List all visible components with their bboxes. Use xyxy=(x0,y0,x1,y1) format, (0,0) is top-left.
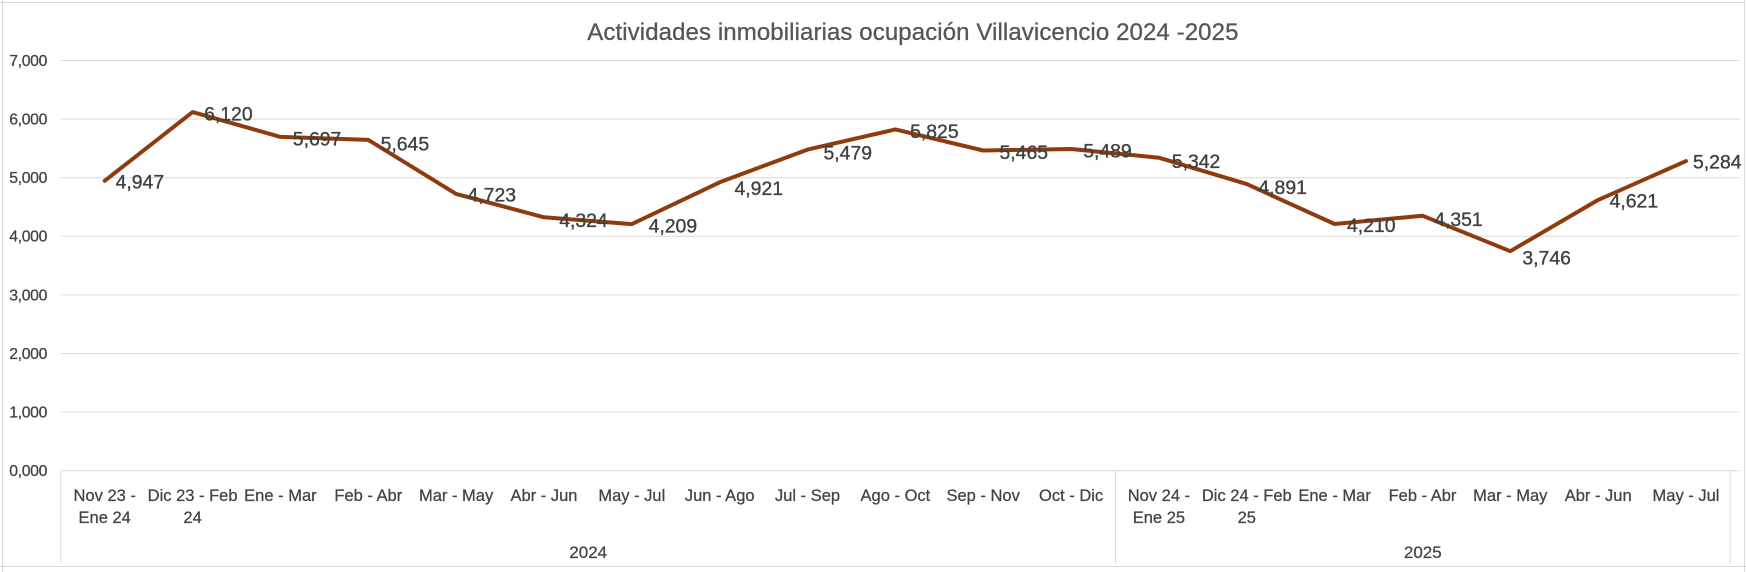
svg-text:4,351: 4,351 xyxy=(1434,209,1483,231)
svg-text:4,000: 4,000 xyxy=(9,229,47,246)
svg-text:25: 25 xyxy=(1238,509,1256,527)
svg-text:Actividades inmobiliarias ocup: Actividades inmobiliarias ocupación Vill… xyxy=(587,19,1238,46)
svg-text:3,746: 3,746 xyxy=(1522,247,1571,269)
svg-text:2,000: 2,000 xyxy=(9,346,47,363)
svg-text:Ene - Mar: Ene - Mar xyxy=(1298,487,1371,505)
svg-text:4,209: 4,209 xyxy=(649,215,698,237)
svg-text:5,465: 5,465 xyxy=(1000,142,1049,164)
svg-text:Mar - May: Mar - May xyxy=(419,487,494,505)
svg-text:May - Jul: May - Jul xyxy=(1653,487,1720,505)
svg-text:Ene 25: Ene 25 xyxy=(1133,509,1185,527)
svg-text:5,489: 5,489 xyxy=(1083,141,1132,163)
svg-text:5,825: 5,825 xyxy=(910,121,959,143)
svg-text:Ene 24: Ene 24 xyxy=(79,509,131,527)
svg-text:4,324: 4,324 xyxy=(559,210,608,232)
svg-text:Dic 23 - Feb: Dic 23 - Feb xyxy=(148,487,238,505)
svg-text:Oct - Dic: Oct - Dic xyxy=(1039,487,1103,505)
svg-text:6,000: 6,000 xyxy=(9,112,47,129)
svg-text:Abr - Jun: Abr - Jun xyxy=(511,487,578,505)
svg-text:Ene - Mar: Ene - Mar xyxy=(244,487,317,505)
svg-text:Mar - May: Mar - May xyxy=(1473,487,1548,505)
svg-text:Abr - Jun: Abr - Jun xyxy=(1565,487,1632,505)
svg-text:5,342: 5,342 xyxy=(1172,151,1221,173)
svg-text:Sep - Nov: Sep - Nov xyxy=(947,487,1021,505)
svg-text:24: 24 xyxy=(183,509,201,527)
svg-text:4,921: 4,921 xyxy=(735,178,784,200)
svg-text:5,479: 5,479 xyxy=(824,143,873,165)
svg-text:4,210: 4,210 xyxy=(1347,215,1396,237)
svg-text:Jul - Sep: Jul - Sep xyxy=(775,487,840,505)
svg-text:5,284: 5,284 xyxy=(1693,152,1742,174)
svg-text:4,621: 4,621 xyxy=(1610,191,1659,213)
svg-text:Nov 24 -: Nov 24 - xyxy=(1128,487,1190,505)
svg-text:Nov 23 -: Nov 23 - xyxy=(74,487,136,505)
svg-text:Feb - Abr: Feb - Abr xyxy=(1389,487,1457,505)
svg-text:4,891: 4,891 xyxy=(1258,177,1307,199)
svg-text:Ago - Oct: Ago - Oct xyxy=(861,487,931,505)
svg-text:May - Jul: May - Jul xyxy=(598,487,665,505)
svg-text:7,000: 7,000 xyxy=(9,53,47,70)
svg-text:3,000: 3,000 xyxy=(9,287,47,304)
svg-text:1,000: 1,000 xyxy=(9,405,47,422)
svg-text:Jun - Ago: Jun - Ago xyxy=(685,487,755,505)
svg-text:4,723: 4,723 xyxy=(468,185,517,207)
svg-text:2024: 2024 xyxy=(569,543,607,562)
svg-text:5,697: 5,697 xyxy=(293,128,342,150)
svg-text:0,000: 0,000 xyxy=(9,463,47,480)
svg-text:4,947: 4,947 xyxy=(116,172,165,194)
svg-text:5,645: 5,645 xyxy=(381,134,430,156)
svg-text:2025: 2025 xyxy=(1404,543,1442,562)
svg-text:6,120: 6,120 xyxy=(204,103,253,125)
svg-text:Dic 24 - Feb: Dic 24 - Feb xyxy=(1202,487,1292,505)
svg-text:5,000: 5,000 xyxy=(9,170,47,187)
svg-text:Feb - Abr: Feb - Abr xyxy=(334,487,402,505)
